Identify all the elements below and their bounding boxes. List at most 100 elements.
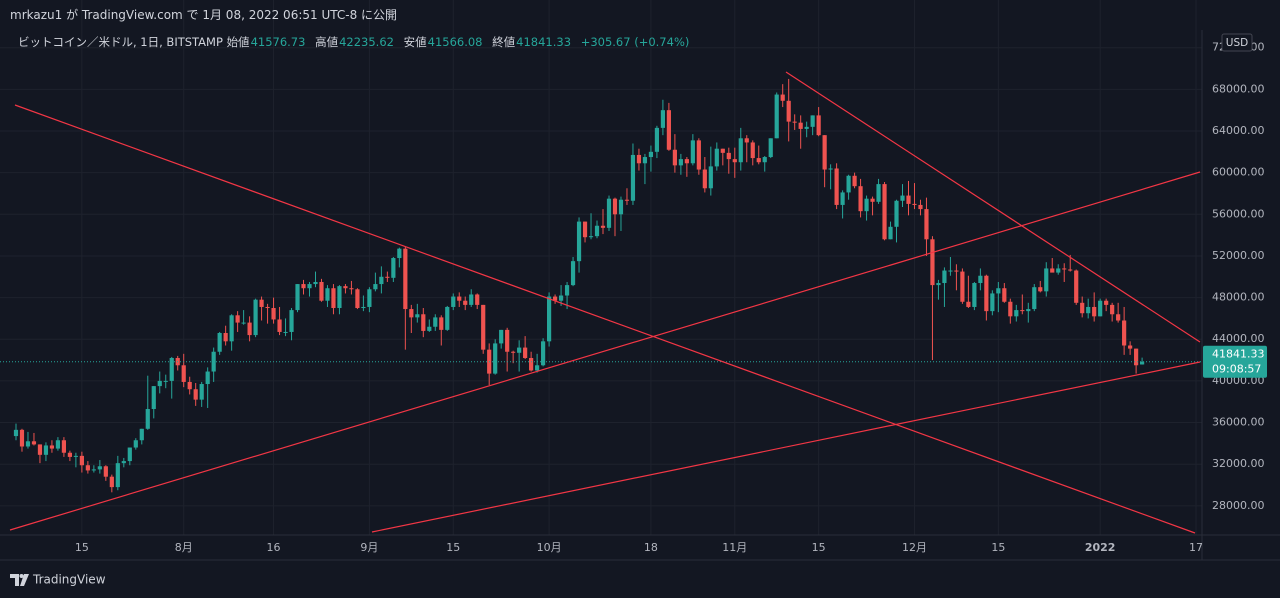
y-tick-label: 60000.00 [1212, 166, 1265, 179]
candle-body [499, 329, 504, 344]
candle-body [325, 288, 330, 301]
candle-body [960, 271, 965, 302]
y-tick-label: 56000.00 [1212, 207, 1265, 220]
candle-body [319, 281, 324, 301]
candle-body [1110, 304, 1115, 315]
x-tick-label: 15 [991, 541, 1005, 554]
x-tick-label: 15 [812, 541, 826, 554]
close-value: 41841.33 [516, 35, 572, 49]
open-label: 始値 [226, 35, 250, 49]
candle-body [391, 258, 396, 278]
candle-body [576, 221, 582, 262]
candle-body [463, 300, 468, 305]
y-tick-label: 64000.00 [1212, 124, 1265, 137]
candle-body [966, 301, 971, 307]
candle-body [678, 159, 683, 166]
candle-body [145, 409, 150, 429]
candle-body [1098, 300, 1103, 317]
candle-body [1002, 288, 1007, 302]
y-tick-label: 48000.00 [1212, 291, 1265, 304]
candle-body [600, 225, 606, 228]
candle-body [792, 121, 797, 123]
candle-body [750, 142, 755, 159]
candle-body [55, 440, 61, 449]
candle-body [67, 452, 72, 457]
candle-body [433, 317, 438, 327]
candle-body [570, 261, 576, 286]
candle-body [696, 140, 701, 170]
candle-body [403, 248, 408, 310]
candle-body [409, 309, 414, 318]
legend: ビットコイン／米ドル, 1日, BITSTAMP 始値41576.73 高値42… [18, 34, 695, 50]
candle-body [1062, 268, 1067, 270]
brand: TradingView [32, 573, 106, 587]
candle-body [61, 440, 67, 453]
candle-body [762, 157, 767, 163]
candle-body [1122, 320, 1127, 346]
candle-body [307, 284, 312, 289]
candle-body [894, 200, 899, 227]
candle-body [115, 463, 120, 488]
candle-body [367, 289, 372, 307]
header: mrkazu1 が TradingView.com で 1月 08, 2022 … [10, 8, 398, 22]
candle-body [439, 317, 444, 330]
axes: 28000.0032000.0036000.0040000.0044000.00… [0, 30, 1280, 561]
y-tick-label: 68000.00 [1212, 82, 1265, 95]
candle-body [151, 386, 156, 410]
candle-body [612, 198, 618, 215]
candle-body [756, 158, 761, 163]
candle-body [852, 175, 857, 187]
candle-body [1014, 310, 1019, 317]
candle-body [666, 110, 671, 150]
trend-line [9, 171, 1201, 531]
candle-body [541, 341, 546, 366]
candle-body [199, 384, 204, 400]
candle-body [834, 168, 839, 205]
candle-body [43, 445, 49, 455]
candle-body [451, 296, 456, 307]
candle-body [930, 239, 935, 286]
candle-body [594, 225, 600, 237]
high-label: 高値 [315, 35, 339, 49]
candle-body [421, 314, 426, 331]
candle-body [846, 175, 851, 193]
trend-line [14, 104, 1196, 534]
candle-body [1050, 268, 1055, 273]
candle-body [169, 357, 174, 381]
candle-body [1128, 345, 1133, 349]
candle-body [535, 365, 540, 371]
candle-body [79, 455, 84, 466]
candle-body [780, 94, 785, 101]
candle-body [181, 365, 186, 382]
open-value: 41576.73 [250, 35, 306, 49]
candle-body [624, 199, 630, 201]
trend-line [371, 361, 1201, 533]
candle-body [529, 357, 534, 371]
candle-body [660, 110, 666, 128]
candle-body [355, 289, 360, 309]
candle-body [1092, 306, 1097, 317]
candle-body [103, 466, 108, 477]
candle-body [690, 140, 695, 164]
candle-body [972, 283, 977, 307]
candle-body [912, 203, 917, 205]
candle-body [672, 149, 677, 166]
candle-body [139, 428, 144, 441]
candle-body [816, 115, 821, 136]
candle-body [133, 440, 138, 448]
candle-body [73, 455, 78, 457]
candle-body [217, 333, 222, 352]
candle-body [858, 186, 863, 212]
last-price-label: 41841.33 [1212, 348, 1265, 361]
candle-body [738, 138, 743, 163]
candle-body [301, 284, 306, 289]
candle-body [247, 322, 252, 336]
candle-body [379, 276, 384, 285]
currency-box[interactable] [1221, 33, 1253, 52]
y-tick-label: 28000.00 [1212, 499, 1265, 512]
candle-body [97, 466, 102, 470]
candle-body [882, 184, 887, 240]
candle-body [948, 270, 953, 272]
